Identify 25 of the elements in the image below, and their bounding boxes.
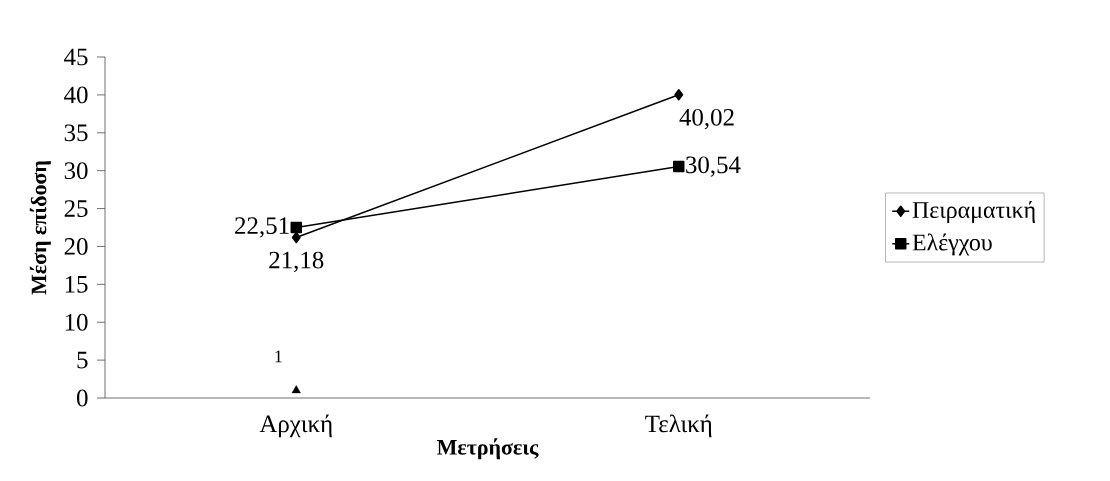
y-tick-label: 30 <box>64 162 88 180</box>
point <box>290 221 302 234</box>
point <box>673 160 685 173</box>
x-tick-label: Τελική <box>645 414 712 438</box>
y-tick-label: 10 <box>65 313 88 331</box>
y-tick-label: 40 <box>64 86 88 104</box>
y-tick-label: 45 <box>64 48 88 66</box>
y-tick-label: 20 <box>64 238 88 255</box>
x-axis-title: Μετρήσεις <box>437 438 539 460</box>
data-label: 21,18 <box>269 251 324 273</box>
y-tick-label: 35 <box>64 124 88 142</box>
y-tick-label: 0 <box>77 389 88 407</box>
y-axis-title: Μέση επίδοση <box>29 161 51 295</box>
data-label: 40,02 <box>679 108 734 130</box>
y-tick-label: 5 <box>77 351 88 369</box>
legend-label: Πειραματική <box>912 200 1035 223</box>
data-label: 1 <box>275 350 282 363</box>
data-label: 22,51 <box>235 217 289 238</box>
point <box>674 89 684 101</box>
legend-label: Ελέγχου <box>912 233 992 256</box>
x-tick-label: Αρχική <box>259 414 332 438</box>
y-tick-label: 15 <box>65 276 88 293</box>
y-tick-label: 25 <box>64 200 88 217</box>
data-label: 30,54 <box>686 156 741 177</box>
point <box>291 385 301 394</box>
